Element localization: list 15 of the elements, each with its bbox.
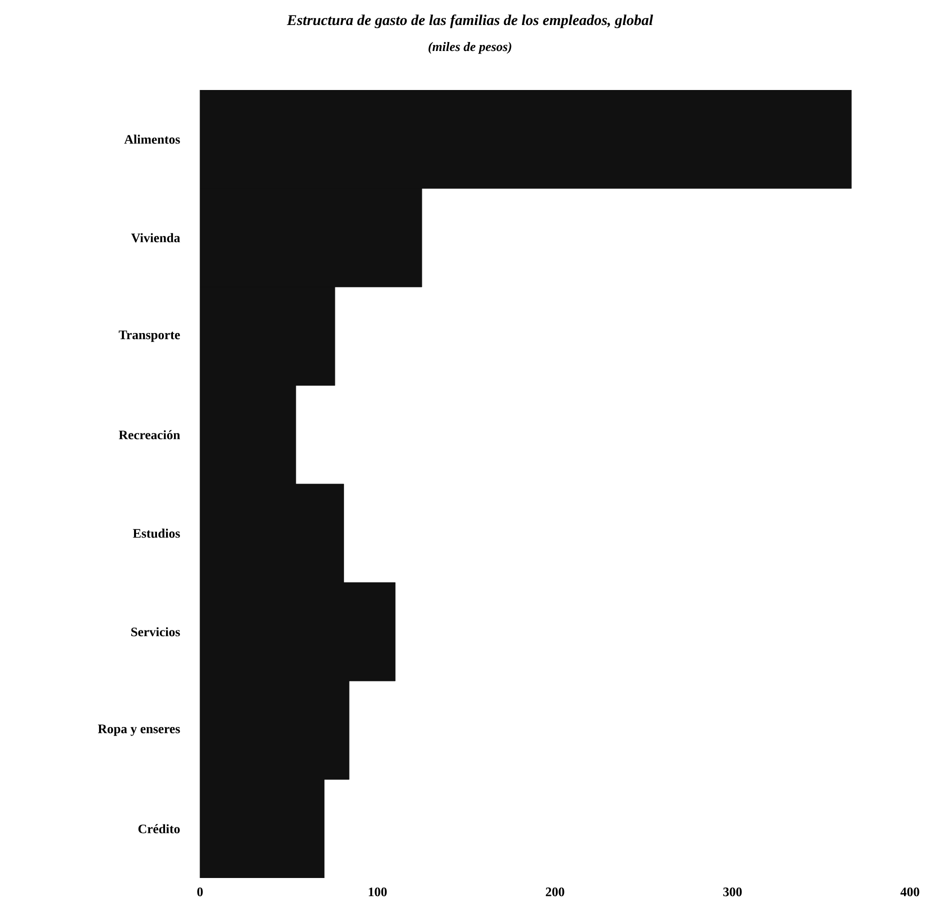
x-tick-label: 200 — [546, 888, 564, 896]
y-tick-label: Ropa y enseres — [98, 724, 180, 736]
chart-subtitle: (miles de pesos) — [428, 42, 512, 54]
y-tick-label: Estudios — [132, 528, 180, 538]
chart-title: Estructura de gasto de las familias de los empleados, global — [286, 14, 654, 28]
x-tick-label: 0 — [197, 888, 203, 896]
y-tick-label: Alimentos — [124, 134, 180, 144]
x-tick-label: 100 — [368, 888, 387, 896]
y-tick-label: Transporte — [118, 330, 180, 342]
x-tick-label: 300 — [723, 888, 742, 896]
y-tick-label: Vivienda — [131, 233, 180, 242]
x-tick-label: 400 — [900, 888, 920, 896]
y-tick-label: Crédito — [138, 824, 180, 834]
y-tick-label: Servicios — [131, 627, 180, 636]
y-tick-label: Recreación — [118, 430, 180, 440]
